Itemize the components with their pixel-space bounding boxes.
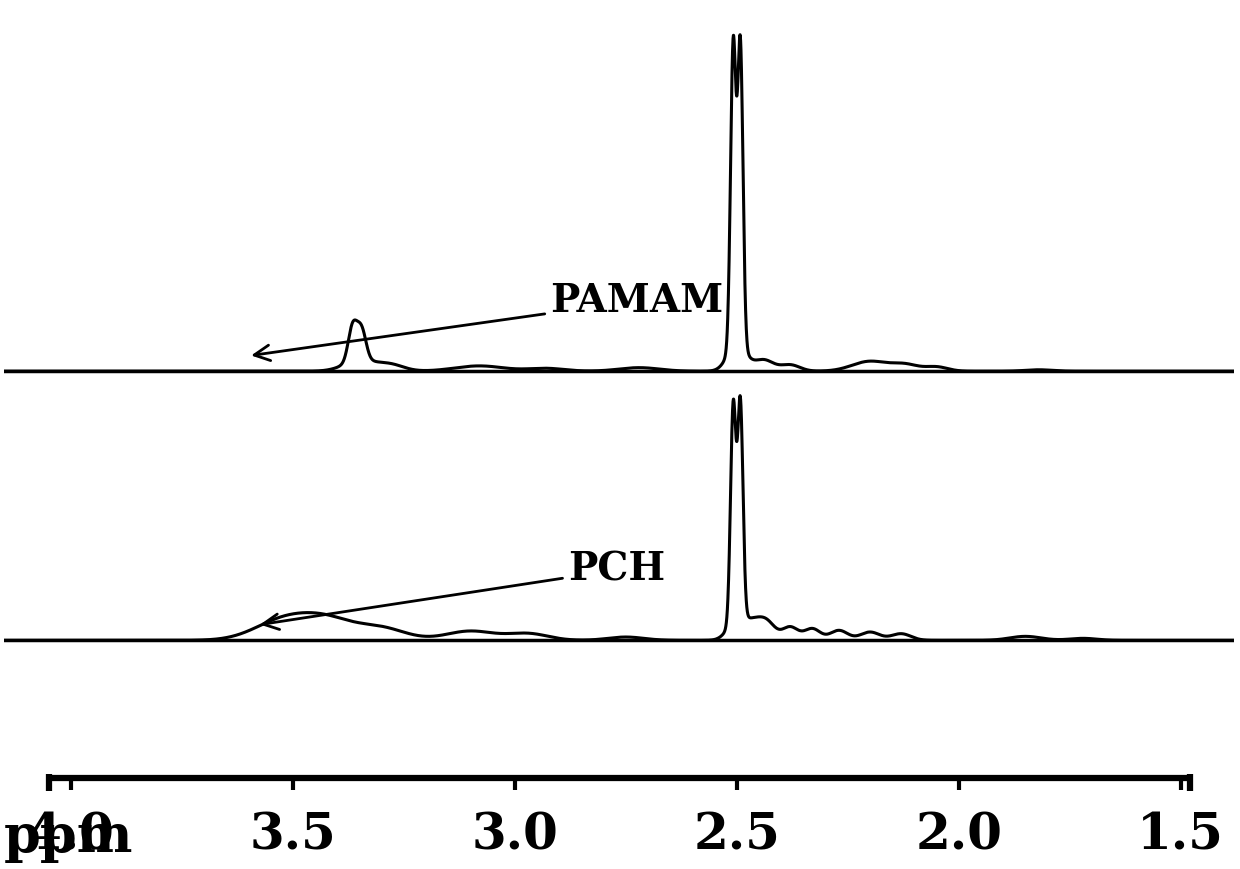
Text: 3.5: 3.5 — [249, 812, 336, 860]
Text: 2.5: 2.5 — [693, 812, 780, 860]
Text: 2.0: 2.0 — [915, 812, 1002, 860]
Text: ppm: ppm — [4, 812, 134, 863]
Text: 4.0: 4.0 — [27, 812, 114, 860]
Text: PCH: PCH — [263, 551, 665, 629]
Text: PAMAM: PAMAM — [254, 282, 723, 361]
Text: 1.5: 1.5 — [1137, 812, 1224, 860]
Text: 3.0: 3.0 — [471, 812, 558, 860]
